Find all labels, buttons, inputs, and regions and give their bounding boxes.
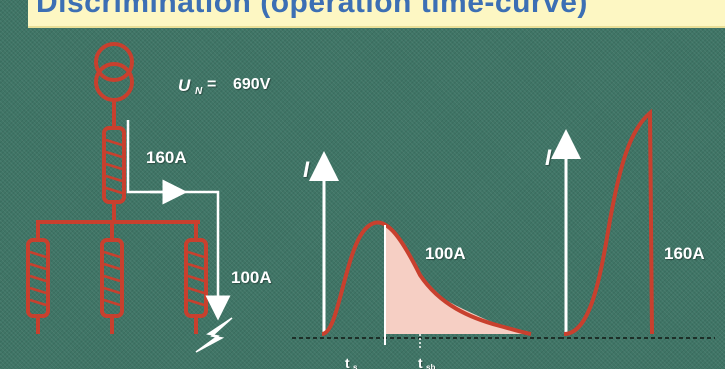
- downstream-fuse-rating: 100A: [231, 268, 272, 287]
- graph-160a-curve-label: 160A: [664, 244, 705, 263]
- downstream-fuse-icon: [26, 238, 50, 334]
- graph-100a-axis-label: I: [303, 157, 310, 182]
- graph-160a: [551, 108, 715, 339]
- ts-label: t: [345, 355, 350, 369]
- graph-160a-axis-label: I: [545, 145, 552, 170]
- voltage-equals: =: [207, 76, 217, 93]
- graph-100a-curve-label: 100A: [425, 244, 466, 263]
- tsb-label: t: [418, 355, 423, 369]
- lightning-bolt-icon: [195, 317, 233, 353]
- graph-100a: [292, 151, 560, 348]
- tsb-subscript: sb: [426, 363, 436, 369]
- let-through-shaded-area: [385, 225, 530, 334]
- circuit-schematic: [26, 42, 208, 334]
- upstream-fuse-rating: 160A: [146, 148, 187, 167]
- ts-subscript: s: [353, 363, 358, 369]
- downstream-fuse-icon: [184, 238, 208, 334]
- busbar: [36, 202, 200, 240]
- voltage-value: 690V: [233, 76, 271, 93]
- voltage-symbol: U: [178, 76, 191, 95]
- title-bar: Discrimination (operation time-curve): [28, 0, 725, 28]
- downstream-fuse-icon: [100, 238, 124, 334]
- current-curve-100a: [321, 220, 532, 336]
- upstream-fuse-icon: [102, 126, 126, 204]
- slide-title: Discrimination (operation time-curve): [36, 0, 588, 19]
- transformer-icon: [94, 42, 134, 128]
- current-curve-160a: [563, 108, 654, 336]
- voltage-subscript: N: [195, 86, 203, 97]
